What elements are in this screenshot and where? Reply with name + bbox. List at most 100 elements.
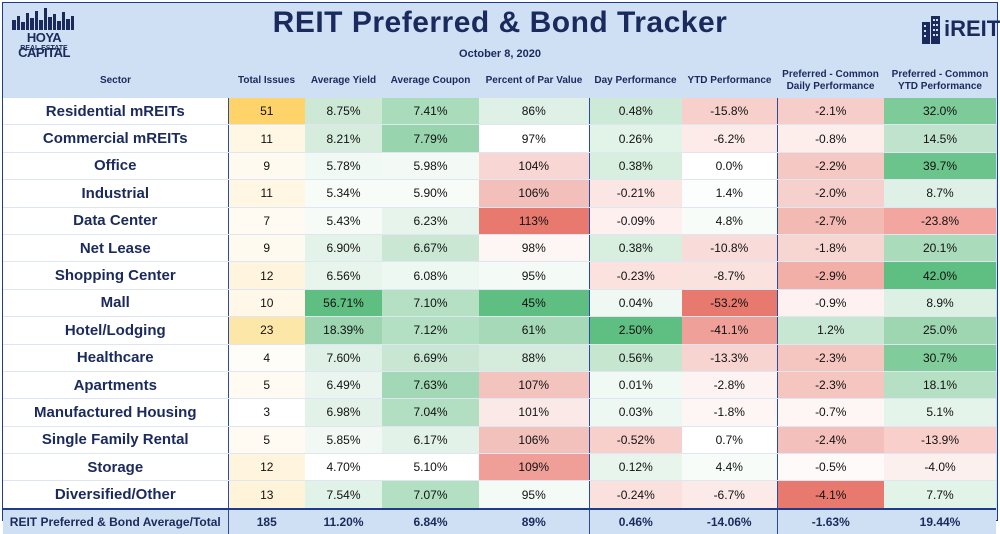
cell-issues: 13 [227, 480, 305, 510]
cell-issues: 3 [227, 398, 305, 427]
cell-par: 97% [479, 124, 589, 153]
cell-yield: 5.34% [305, 179, 382, 208]
cell-par: 88% [479, 344, 589, 372]
hoya-capital-logo: HOYA CAPITAL REAL ESTATE [8, 8, 80, 60]
cell-pc-daily: -0.7% [776, 398, 884, 427]
cell-pc-daily: -0.5% [776, 453, 884, 482]
report-date: October 8, 2020 [459, 48, 541, 60]
total-cell-pc-daily: -1.63% [776, 507, 884, 534]
logo-left-line1: HOYA CAPITAL [18, 30, 70, 60]
cell-yield: 4.70% [305, 453, 382, 482]
cell-coupon: 7.12% [382, 316, 479, 345]
cell-coupon: 7.79% [382, 124, 479, 153]
cell-ytd: -2.8% [682, 371, 777, 400]
cell-pc-ytd: 20.1% [884, 234, 996, 263]
cell-par: 95% [479, 261, 589, 290]
cell-yield: 7.60% [305, 344, 382, 372]
cell-coupon: 6.17% [382, 426, 479, 455]
cell-coupon: 6.08% [382, 261, 479, 290]
cell-issues: 9 [227, 234, 305, 263]
cell-pc-daily: -2.9% [776, 261, 884, 290]
cell-yield: 5.43% [305, 207, 382, 235]
cell-pc-daily: -2.3% [776, 371, 884, 400]
cell-par: 95% [479, 480, 589, 510]
cell-issues: 5 [227, 426, 305, 455]
cell-day: -0.24% [588, 480, 682, 510]
cell-day: 0.48% [588, 98, 682, 126]
col-header-ytd-performance: YTD Performance [682, 64, 777, 98]
cell-coupon: 7.63% [382, 371, 479, 400]
total-row: REIT Preferred & Bond Average/Total 185 11… [3, 507, 996, 534]
cell-sector: Net Lease [3, 234, 228, 263]
col-header-pc-ytd: Preferred - Common YTD Performance [884, 64, 996, 98]
cell-sector: Storage [3, 453, 228, 482]
cell-ytd: -1.8% [682, 398, 777, 427]
cell-ytd: 4.4% [682, 453, 777, 482]
cell-sector: Healthcare [3, 344, 228, 372]
cell-par: 107% [479, 371, 589, 400]
cell-coupon: 6.69% [382, 344, 479, 372]
cell-pc-daily: -2.7% [776, 207, 884, 235]
total-cell-coupon: 6.84% [382, 507, 479, 534]
cell-pc-daily: 1.2% [776, 316, 884, 345]
total-cell-issues: 185 [227, 507, 305, 534]
cell-coupon: 5.10% [382, 453, 479, 482]
cell-ytd: -10.8% [682, 234, 777, 263]
cell-ytd: 4.8% [682, 207, 777, 235]
cell-issues: 12 [227, 261, 305, 290]
cell-sector: Shopping Center [3, 261, 228, 290]
cell-day: 2.50% [588, 316, 682, 345]
total-cell-ytd: -14.06% [682, 507, 777, 534]
total-cell-par: 89% [479, 507, 589, 534]
cell-pc-ytd: -13.9% [884, 426, 996, 455]
cell-pc-ytd: 5.1% [884, 398, 996, 427]
col-header-percent-par: Percent of Par Value [479, 64, 589, 98]
cell-sector: Single Family Rental [3, 426, 228, 455]
col-header-total-issues: Total Issues [228, 64, 305, 98]
total-cell-sector: REIT Preferred & Bond Average/Total [3, 507, 228, 534]
table-row: Healthcare 4 7.60% 6.69% 88% 0.56% -13.3% -2.3%… [3, 344, 996, 372]
cell-issues: 9 [227, 152, 305, 181]
cell-pc-daily: -0.8% [776, 124, 884, 153]
cell-sector: Hotel/Lodging [3, 316, 228, 345]
table-row: Mall 10 56.71% 7.10% 45% 0.04% -53.2% -0.9% 8.9% [3, 289, 996, 318]
cell-day: -0.52% [588, 426, 682, 455]
cell-pc-ytd: 8.7% [884, 179, 996, 208]
cell-coupon: 7.04% [382, 398, 479, 427]
cell-par: 101% [479, 398, 589, 427]
cell-ytd: -8.7% [682, 261, 777, 290]
cell-issues: 51 [227, 98, 305, 126]
cell-coupon: 6.67% [382, 234, 479, 263]
cell-coupon: 7.07% [382, 480, 479, 510]
table-row: Shopping Center 12 6.56% 6.08% 95% -0.23% -8.7… [3, 261, 996, 290]
cell-pc-daily: -2.0% [776, 179, 884, 208]
cell-issues: 12 [227, 453, 305, 482]
total-cell-yield: 11.20% [305, 507, 382, 534]
cell-sector: Industrial [3, 179, 228, 208]
cell-pc-ytd: 39.7% [884, 152, 996, 181]
table-row: Data Center 7 5.43% 6.23% 113% -0.09% 4.8% -2.7… [3, 207, 996, 235]
skyline-icon [12, 8, 74, 30]
cell-ytd: -53.2% [682, 289, 777, 318]
cell-yield: 8.21% [305, 124, 382, 153]
cell-coupon: 5.98% [382, 152, 479, 181]
table-body: Residential mREITs 51 8.75% 7.41% 86% 0.48% -1… [3, 98, 996, 534]
cell-issues: 11 [227, 124, 305, 153]
table-row: Manufactured Housing 3 6.98% 7.04% 101% 0.03%… [3, 398, 996, 427]
cell-day: 0.38% [588, 234, 682, 263]
cell-day: 0.03% [588, 398, 682, 427]
cell-ytd: 0.7% [682, 426, 777, 455]
cell-par: 45% [479, 289, 589, 318]
cell-issues: 23 [227, 316, 305, 345]
cell-day: 0.04% [588, 289, 682, 318]
cell-coupon: 6.23% [382, 207, 479, 235]
cell-pc-ytd: 25.0% [884, 316, 996, 345]
cell-yield: 18.39% [305, 316, 382, 345]
cell-day: -0.23% [588, 261, 682, 290]
cell-pc-ytd: 42.0% [884, 261, 996, 290]
cell-par: 109% [479, 453, 589, 482]
cell-sector: Data Center [3, 207, 228, 235]
cell-pc-ytd: 7.7% [884, 480, 996, 510]
cell-par: 61% [479, 316, 589, 345]
cell-day: 0.56% [588, 344, 682, 372]
